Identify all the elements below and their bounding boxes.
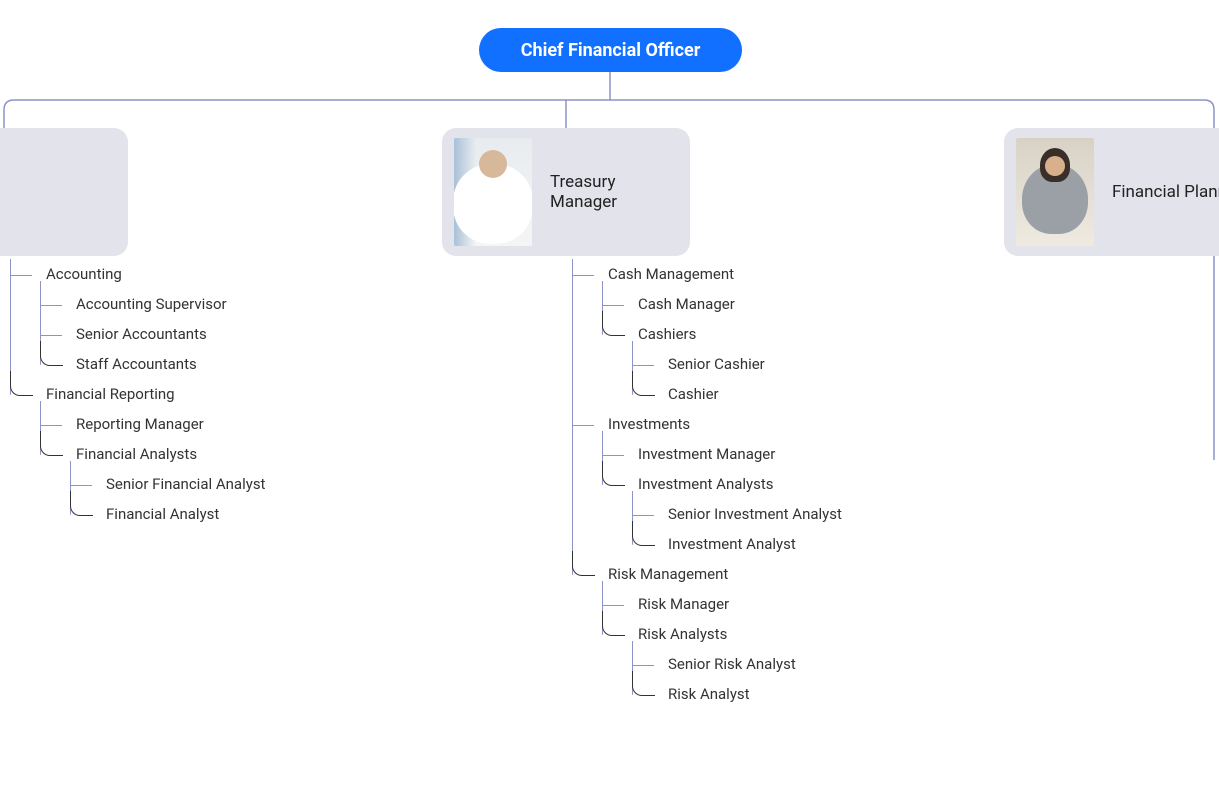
org-chart-canvas: Chief Financial Officer ance ManagerAcco… — [0, 0, 1219, 788]
branch-title: Treasury Manager — [550, 172, 670, 212]
branch-card-treasury-manager[interactable]: Treasury Manager — [442, 128, 690, 256]
subtree-finance-manager: AccountingAccounting SupervisorSenior Ac… — [10, 259, 265, 529]
subtree-treasury-manager: Cash ManagementCash ManagerCashiersSenio… — [572, 259, 842, 709]
tree-node[interactable]: Risk Analyst — [662, 679, 842, 709]
tree-node[interactable]: Senior Risk Analyst — [662, 649, 842, 679]
tree-node[interactable]: Risk Management — [602, 559, 842, 589]
tree-node[interactable]: Cashier — [662, 379, 842, 409]
tree-node[interactable]: Risk Manager — [632, 589, 842, 619]
avatar — [454, 138, 532, 246]
branch-title: Financial Planni — [1112, 182, 1219, 202]
tree-node[interactable]: Financial Analysts — [70, 439, 265, 469]
tree-node[interactable]: Investment Manager — [632, 439, 842, 469]
tree-node[interactable]: Investments — [602, 409, 842, 439]
branch-card-finance-manager[interactable]: ance Manager — [0, 128, 128, 256]
tree-node[interactable]: Senior Investment Analyst — [662, 499, 842, 529]
tree-node[interactable]: Senior Financial Analyst — [100, 469, 265, 499]
tree-node[interactable]: Investment Analysts — [632, 469, 842, 499]
tree-node[interactable]: Senior Cashier — [662, 349, 842, 379]
branch-card-financial-planning[interactable]: Financial Planni — [1004, 128, 1219, 256]
tree-node[interactable]: Risk Analysts — [632, 619, 842, 649]
tree-node[interactable]: Accounting Supervisor — [70, 289, 265, 319]
avatar — [1016, 138, 1094, 246]
tree-node[interactable]: Accounting — [40, 259, 265, 289]
tree-node[interactable]: Investment Analyst — [662, 529, 842, 559]
tree-node[interactable]: Financial Reporting — [40, 379, 265, 409]
tree-node[interactable]: Cash Manager — [632, 289, 842, 319]
tree-node[interactable]: Senior Accountants — [70, 319, 265, 349]
root-node-cfo[interactable]: Chief Financial Officer — [479, 28, 742, 72]
tree-node[interactable]: Staff Accountants — [70, 349, 265, 379]
tree-node[interactable]: Financial Analyst — [100, 499, 265, 529]
tree-node[interactable]: Cash Management — [602, 259, 842, 289]
tree-node[interactable]: Cashiers — [632, 319, 842, 349]
tree-node[interactable]: Reporting Manager — [70, 409, 265, 439]
